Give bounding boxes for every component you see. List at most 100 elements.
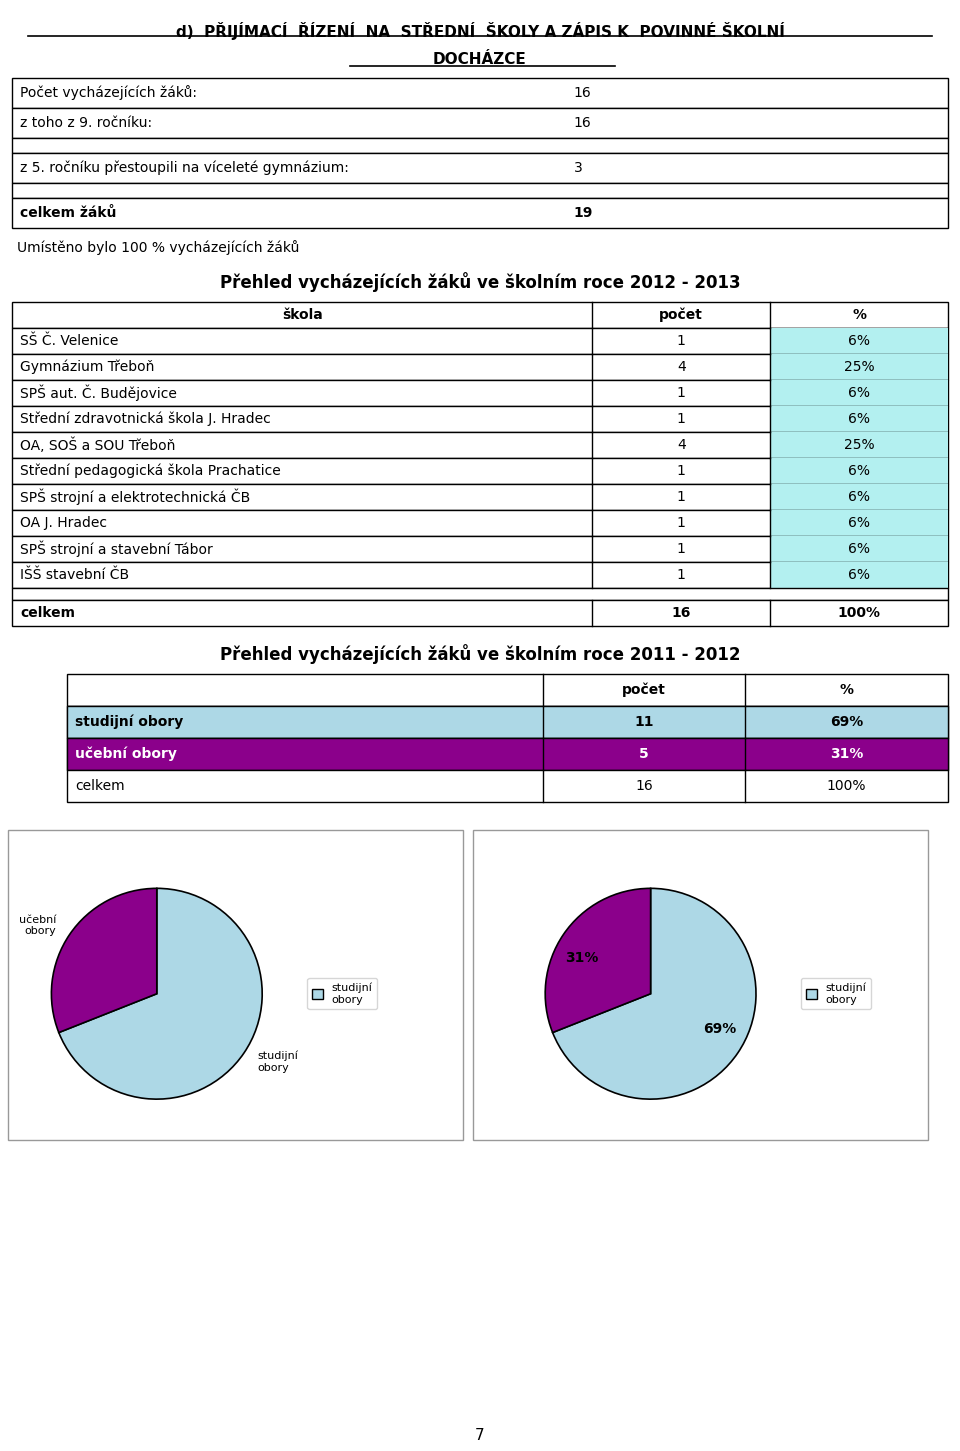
Bar xyxy=(12,562,948,588)
Bar xyxy=(67,707,948,739)
Text: 100%: 100% xyxy=(827,779,867,794)
Text: 6%: 6% xyxy=(848,334,870,348)
Bar xyxy=(542,739,745,770)
Text: OA, SOŠ a SOU Třeboň: OA, SOŠ a SOU Třeboň xyxy=(20,437,176,453)
Text: učební obory: učební obory xyxy=(75,747,177,762)
Bar xyxy=(770,406,948,432)
Text: 6%: 6% xyxy=(848,386,870,400)
Bar xyxy=(770,562,948,588)
Text: 6%: 6% xyxy=(848,517,870,530)
Wedge shape xyxy=(52,888,156,1033)
Text: Přehled vycházejících žáků ve školním roce 2011 - 2012: Přehled vycházejících žáků ve školním ro… xyxy=(220,644,740,665)
Bar xyxy=(67,739,542,770)
Text: d)  PŘIJÍMACÍ  ŘÍZENÍ  NA  STŘEDNÍ  ŠKOLY A ZÁPIS K  POVINNÉ ŠKOLNÍ: d) PŘIJÍMACÍ ŘÍZENÍ NA STŘEDNÍ ŠKOLY A Z… xyxy=(176,22,784,41)
Text: Gymnázium Třeboň: Gymnázium Třeboň xyxy=(20,360,155,374)
Text: 6%: 6% xyxy=(848,567,870,582)
Bar xyxy=(67,707,542,739)
Text: z 5. ročníku přestoupili na víceleté gymnázium:: z 5. ročníku přestoupili na víceleté gym… xyxy=(20,161,348,176)
Bar xyxy=(12,485,948,509)
Text: 1: 1 xyxy=(677,490,685,503)
Text: 25%: 25% xyxy=(844,360,875,374)
Text: 6%: 6% xyxy=(848,412,870,427)
Bar xyxy=(12,183,948,197)
Bar xyxy=(12,152,948,183)
Bar xyxy=(8,830,463,1140)
Text: 16: 16 xyxy=(672,607,691,620)
Bar xyxy=(12,601,948,625)
Text: %: % xyxy=(852,308,866,322)
Text: škola: škola xyxy=(282,308,323,322)
Bar xyxy=(67,739,948,770)
Text: 4: 4 xyxy=(677,438,685,453)
Text: Počet vycházejících žáků:: Počet vycházejících žáků: xyxy=(20,86,197,100)
Text: Přehled vycházejících žáků ve školním roce 2012 - 2013: Přehled vycházejících žáků ve školním ro… xyxy=(220,271,740,292)
Bar xyxy=(473,830,928,1140)
Bar xyxy=(12,509,948,535)
Text: celkem: celkem xyxy=(75,779,125,794)
Text: 7: 7 xyxy=(475,1428,485,1442)
Bar xyxy=(542,707,745,739)
Text: počet: počet xyxy=(622,683,666,698)
Text: 69%: 69% xyxy=(703,1023,736,1036)
Wedge shape xyxy=(553,888,756,1100)
Bar xyxy=(67,770,948,802)
Bar xyxy=(770,535,948,562)
Text: 5: 5 xyxy=(639,747,649,760)
Wedge shape xyxy=(59,888,262,1100)
Bar xyxy=(770,459,948,485)
Text: 6%: 6% xyxy=(848,543,870,556)
Bar xyxy=(12,302,948,328)
Bar xyxy=(67,739,948,770)
Bar xyxy=(12,406,948,432)
Text: studijní obory: studijní obory xyxy=(75,715,183,730)
Text: 1: 1 xyxy=(677,464,685,477)
Bar xyxy=(12,459,948,485)
Text: Střední zdravotnická škola J. Hradec: Střední zdravotnická škola J. Hradec xyxy=(20,412,271,427)
Text: 69%: 69% xyxy=(830,715,863,728)
Text: 16: 16 xyxy=(574,86,591,100)
Text: SPŠ strojní a stavební Tábor: SPŠ strojní a stavební Tábor xyxy=(20,541,213,557)
Text: SPŠ aut. Č. Budějovice: SPŠ aut. Č. Budějovice xyxy=(20,385,177,402)
Text: %: % xyxy=(840,683,853,696)
Bar xyxy=(770,354,948,380)
Bar xyxy=(745,707,948,739)
Bar xyxy=(770,432,948,459)
Wedge shape xyxy=(545,888,651,1033)
Bar xyxy=(770,485,948,509)
Text: 4: 4 xyxy=(677,360,685,374)
Bar xyxy=(12,380,948,406)
Text: 16: 16 xyxy=(636,779,653,794)
Text: 6%: 6% xyxy=(848,464,870,477)
Legend: studijní
obory: studijní obory xyxy=(307,978,377,1010)
Text: celkem: celkem xyxy=(20,607,75,620)
Legend: studijní
obory: studijní obory xyxy=(801,978,871,1010)
Text: DOCHÁZCE: DOCHÁZCE xyxy=(433,52,527,67)
Bar xyxy=(770,328,948,354)
Text: IŠŠ stavební ČB: IŠŠ stavební ČB xyxy=(20,567,130,582)
Text: 25%: 25% xyxy=(844,438,875,453)
Bar xyxy=(12,138,948,152)
Text: 100%: 100% xyxy=(837,607,880,620)
Bar xyxy=(12,354,948,380)
Text: 31%: 31% xyxy=(830,747,863,760)
Bar xyxy=(12,107,948,138)
Text: počet: počet xyxy=(660,308,703,322)
Bar xyxy=(67,707,948,739)
Text: 3: 3 xyxy=(574,161,583,176)
Bar xyxy=(12,432,948,459)
Bar xyxy=(12,588,948,601)
Bar xyxy=(12,78,948,107)
Bar xyxy=(745,739,948,770)
Text: 1: 1 xyxy=(677,334,685,348)
Text: studijní
obory: studijní obory xyxy=(257,1051,298,1072)
Text: 1: 1 xyxy=(677,543,685,556)
Text: OA J. Hradec: OA J. Hradec xyxy=(20,517,107,530)
Text: celkem žáků: celkem žáků xyxy=(20,206,116,221)
Text: 11: 11 xyxy=(635,715,654,728)
Bar xyxy=(67,675,948,707)
Bar xyxy=(770,380,948,406)
Bar xyxy=(12,197,948,228)
Text: Střední pedagogická škola Prachatice: Střední pedagogická škola Prachatice xyxy=(20,464,280,479)
Bar xyxy=(12,535,948,562)
Text: z toho z 9. ročníku:: z toho z 9. ročníku: xyxy=(20,116,152,131)
